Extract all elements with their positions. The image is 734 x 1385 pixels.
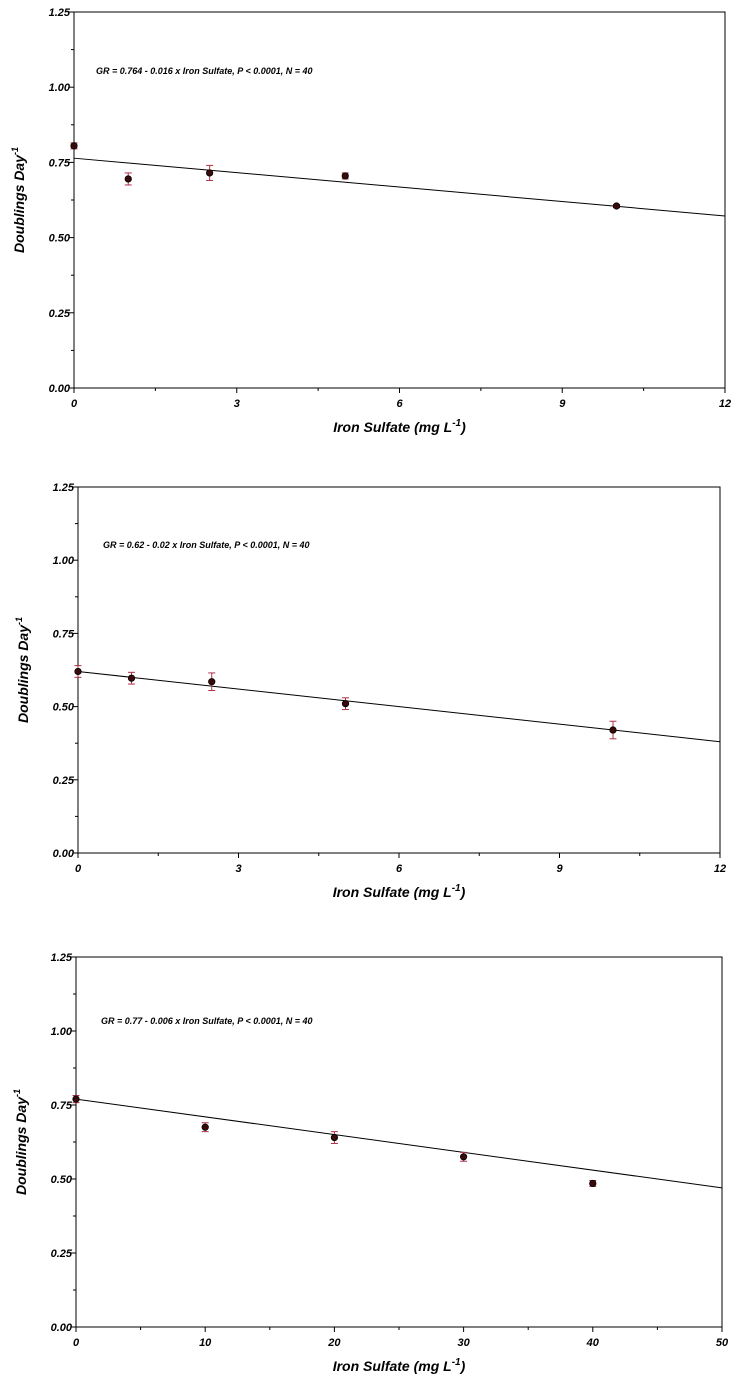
x-tick-label: 20: [327, 1337, 341, 1349]
x-tick-label: 0: [75, 863, 82, 875]
data-point: [127, 671, 136, 685]
point-marker: [70, 142, 78, 150]
point-marker: [589, 1179, 597, 1188]
y-tick-label: 0.00: [51, 1322, 73, 1334]
y-tick-label: 1.25: [53, 482, 75, 494]
x-tick-label: 12: [714, 863, 726, 875]
y-tick-label: 1.00: [51, 1026, 73, 1038]
y-tick-label: 1.00: [53, 555, 75, 567]
x-axis-title: Iron Sulfate (mg L-1): [333, 418, 466, 435]
x-tick-label: 50: [716, 1337, 729, 1349]
point-marker: [612, 202, 621, 210]
regression-annotation: GR = 0.77 - 0.006 x Iron Sulfate, P < 0.…: [101, 1016, 313, 1026]
data-point: [330, 1131, 338, 1144]
x-axis-title: Iron Sulfate (mg L-1): [333, 1357, 466, 1374]
x-tick-label: 30: [457, 1337, 470, 1349]
chart-panel-2: 0.00 0.25 0.50 0.75 1.00 1.25 0 3 6 9 12 Iron Sulfa…: [0, 475, 734, 915]
point-marker: [72, 1095, 80, 1103]
y-axis-title: Doublings Day-1: [12, 1089, 29, 1195]
y-tick-label: 1.00: [49, 82, 71, 94]
y-tick-label: 1.25: [51, 952, 73, 964]
y-tick-label: 0.00: [53, 848, 75, 860]
y-axis-title: Doublings Day-1: [14, 617, 31, 723]
data-point: [201, 1122, 209, 1133]
regression-line: [75, 1098, 723, 1189]
y-tick-label: 0.75: [49, 157, 71, 169]
data-point: [589, 1179, 597, 1188]
x-tick-label: 9: [556, 863, 563, 875]
x-tick-label: 40: [586, 1337, 600, 1349]
data-point: [341, 697, 350, 711]
point-marker: [201, 1123, 209, 1131]
data-point: [124, 172, 132, 186]
data-point: [459, 1151, 468, 1162]
y-tick-label: 0.50: [53, 702, 75, 714]
y-tick-label: 0.75: [53, 628, 75, 640]
data-point: [206, 164, 214, 181]
point-marker: [330, 1133, 338, 1142]
point-marker: [208, 678, 216, 686]
x-axis-title: Iron Sulfate (mg L-1): [333, 883, 466, 900]
y-tick-label: 0.25: [51, 1248, 73, 1260]
regression-line: [77, 670, 721, 743]
y-tick-label: 0.50: [49, 233, 71, 245]
chart-3: 0.00 0.25 0.50 0.75 1.00 1.25 0 10 20 30 40 50 Iron …: [12, 952, 729, 1374]
point-marker: [341, 700, 350, 708]
data-point: [609, 720, 617, 740]
point-marker: [127, 674, 136, 682]
regression-annotation: GR = 0.764 - 0.016 x Iron Sulfate, P < 0…: [96, 66, 313, 76]
point-marker: [459, 1153, 468, 1161]
data-point: [72, 1095, 80, 1104]
y-tick-label: 0.75: [51, 1100, 73, 1112]
y-tick-label: 0.25: [49, 308, 71, 320]
regression-line: [73, 157, 726, 217]
y-axis-title: Doublings Day-1: [10, 147, 27, 253]
chart-1: 0.00 0.25 0.50 0.75 1.00 1.25 0 3 6 9 12 Iron Sulfa…: [10, 7, 731, 435]
x-tick-label: 0: [71, 398, 78, 410]
data-point: [74, 665, 82, 678]
x-tick-label: 10: [199, 1337, 212, 1349]
data-point: [208, 672, 216, 691]
x-tick-label: 12: [719, 398, 731, 410]
x-tick-label: 6: [396, 398, 403, 410]
point-marker: [609, 726, 617, 734]
chart-panel-1: 0.00 0.25 0.50 0.75 1.00 1.25 0 3 6 9 12 Iron Sulfa…: [0, 0, 734, 450]
y-tick-label: 0.00: [49, 383, 71, 395]
chart-2: 0.00 0.25 0.50 0.75 1.00 1.25 0 3 6 9 12 Iron Sulfa…: [14, 482, 726, 900]
x-tick-label: 0: [73, 1337, 80, 1349]
y-tick-label: 0.25: [53, 775, 75, 787]
data-point: [612, 202, 621, 210]
point-marker: [341, 172, 349, 180]
plot-frame: [75, 956, 723, 1328]
x-tick-label: 3: [234, 398, 240, 410]
y-tick-label: 1.25: [49, 7, 71, 19]
regression-annotation: GR = 0.62 - 0.02 x Iron Sulfate, P < 0.0…: [103, 540, 310, 550]
point-marker: [74, 667, 82, 676]
x-tick-label: 3: [235, 863, 241, 875]
data-point: [70, 142, 78, 150]
data-point: [341, 172, 349, 180]
point-marker: [206, 169, 214, 177]
chart-panel-3: 0.00 0.25 0.50 0.75 1.00 1.25 0 10 20 30 40 50 Iron …: [0, 945, 734, 1385]
x-tick-label: 6: [396, 863, 403, 875]
x-tick-label: 9: [559, 398, 566, 410]
point-marker: [124, 175, 132, 183]
y-tick-label: 0.50: [51, 1174, 73, 1186]
